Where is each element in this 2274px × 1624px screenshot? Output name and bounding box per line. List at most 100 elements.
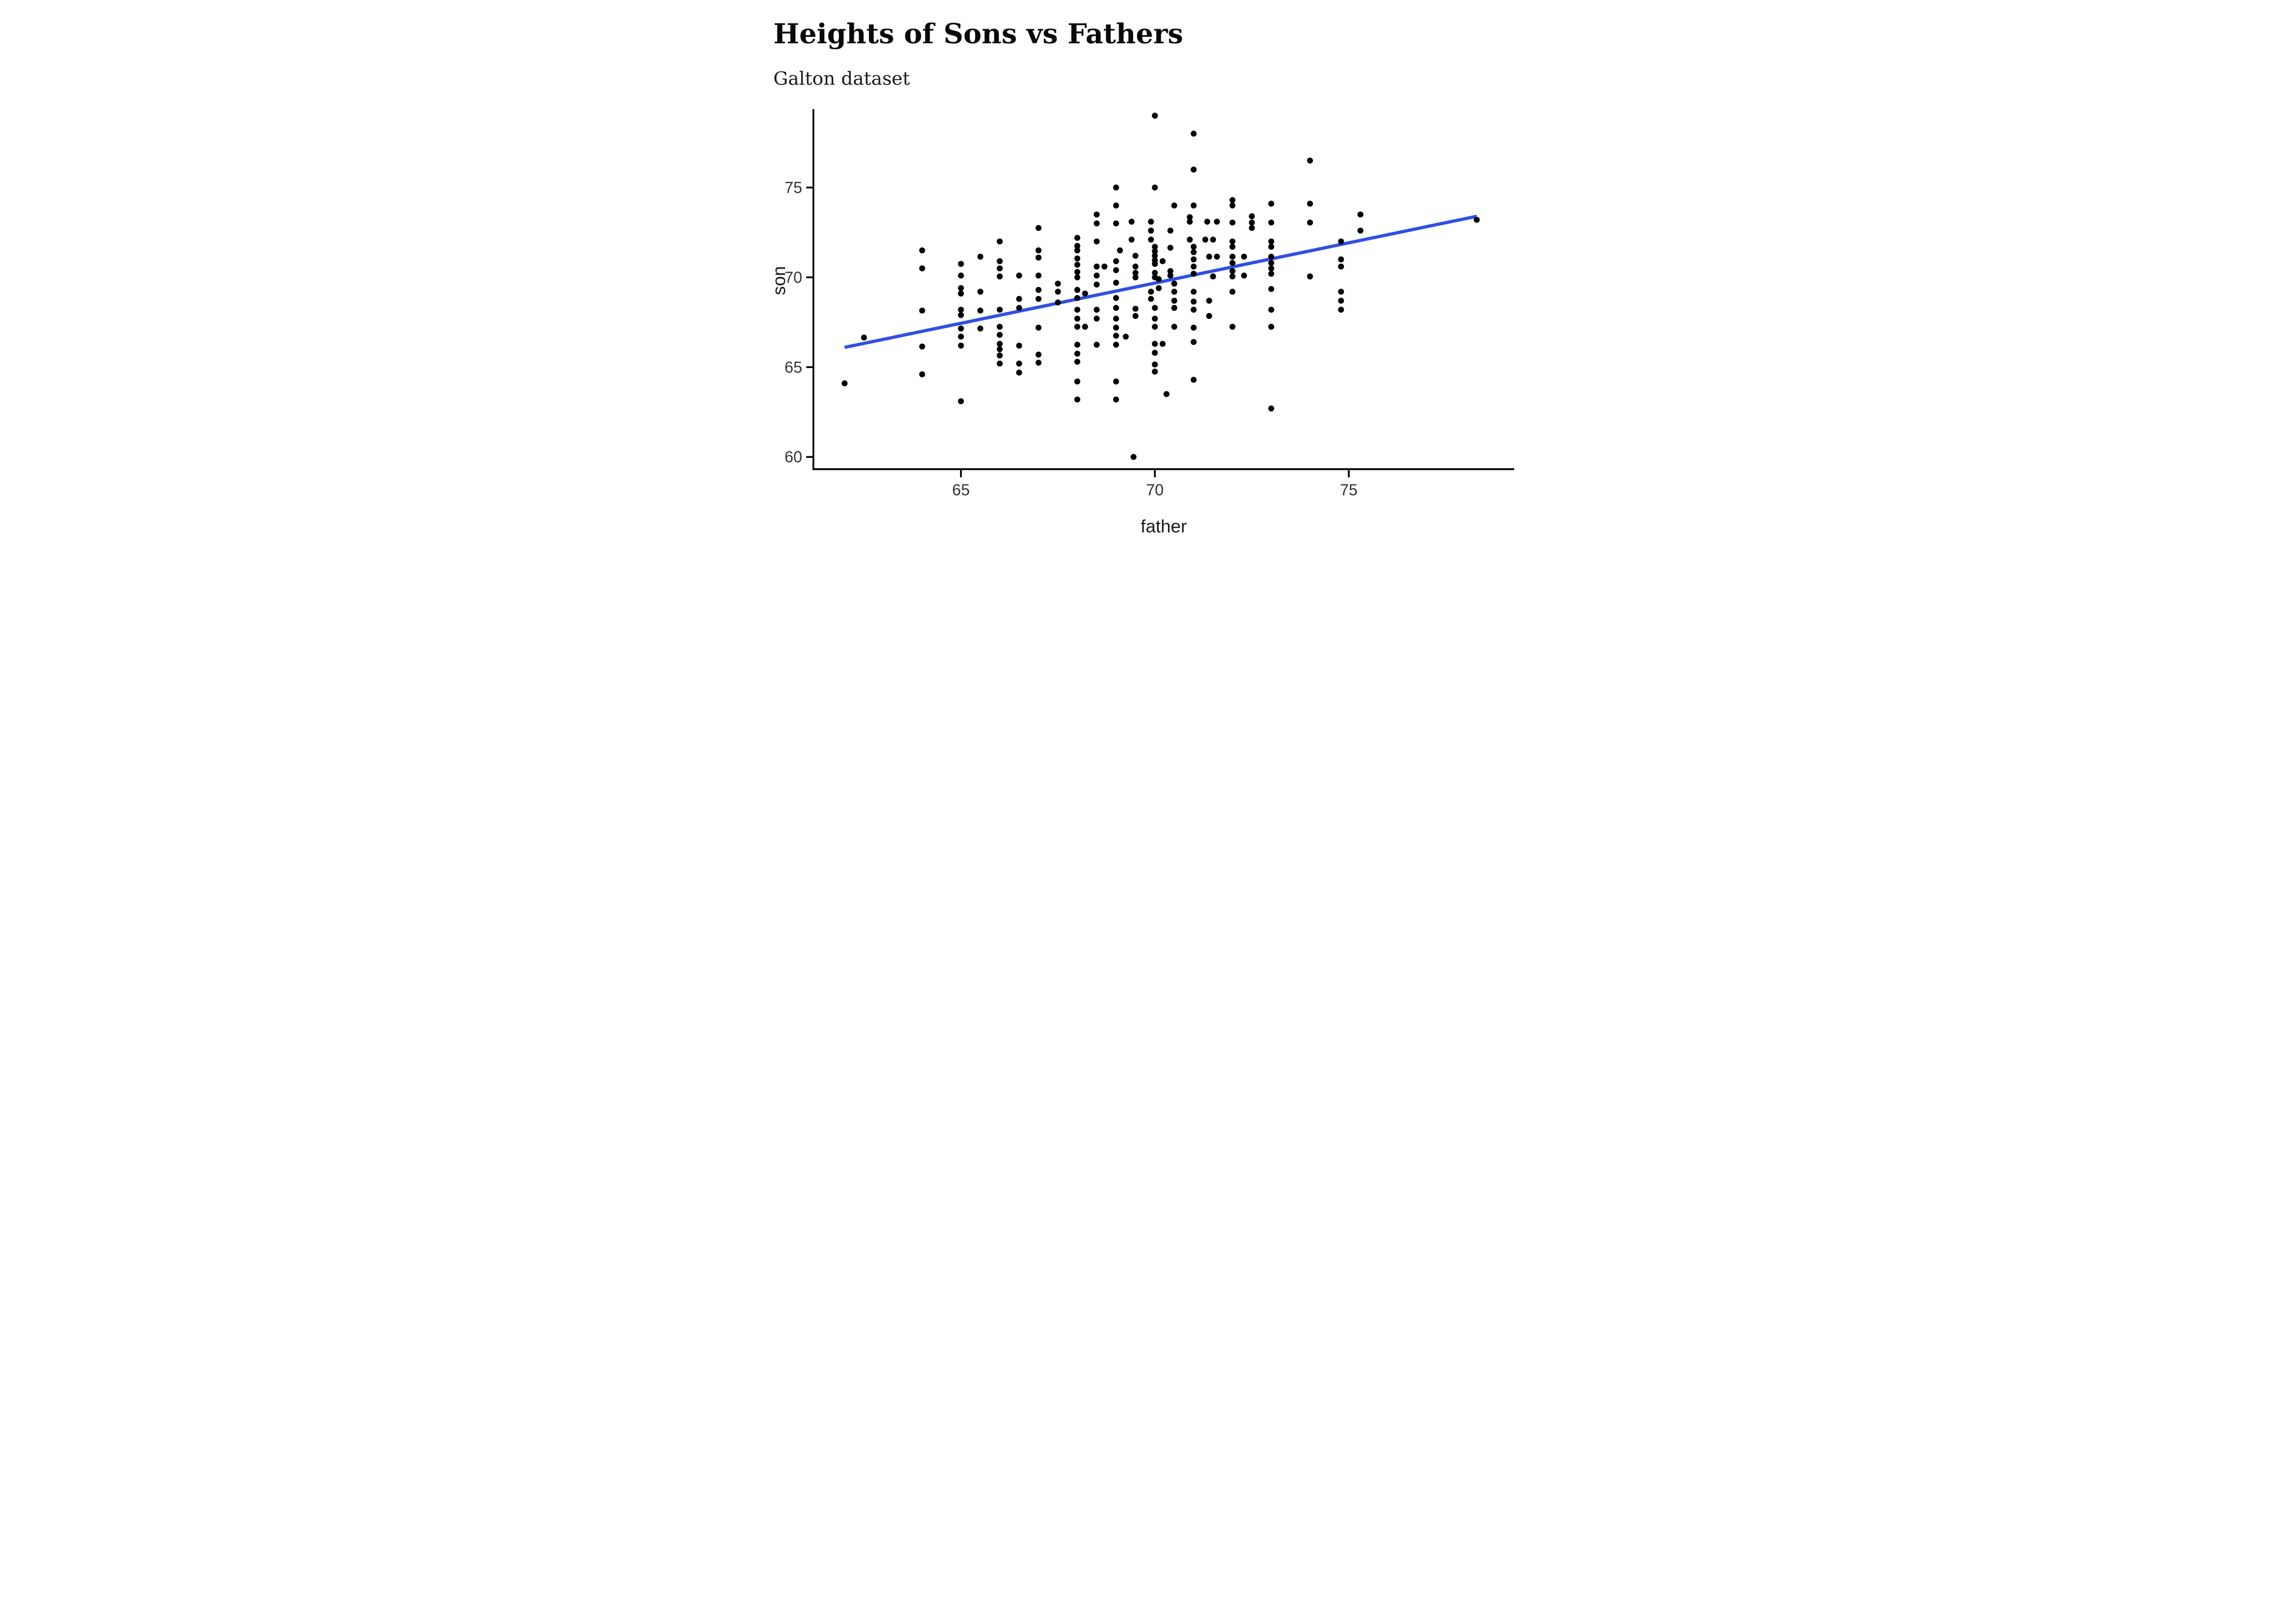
data-point [1307, 219, 1314, 226]
data-point [1113, 202, 1119, 209]
data-point [977, 289, 984, 295]
data-point [1113, 279, 1119, 286]
data-point [1191, 324, 1197, 331]
data-point [1055, 280, 1061, 287]
regression-line [844, 214, 1478, 349]
data-point [1191, 244, 1197, 250]
data-point [1249, 213, 1255, 220]
data-point [958, 398, 964, 404]
data-point [1268, 271, 1275, 277]
data-point [1171, 289, 1178, 295]
data-point [1206, 253, 1212, 260]
data-point [1094, 306, 1100, 313]
data-point [1307, 273, 1314, 280]
data-point [1191, 306, 1197, 313]
data-point [1241, 272, 1247, 279]
data-point [977, 325, 984, 332]
data-point [1338, 238, 1344, 245]
data-point [1113, 396, 1119, 403]
data-point [1148, 296, 1154, 302]
data-point [1035, 287, 1042, 293]
data-point [1155, 285, 1162, 291]
data-point [1113, 324, 1119, 331]
data-point [1016, 369, 1022, 376]
data-point [1016, 305, 1022, 311]
data-point [1229, 260, 1236, 266]
data-point [1249, 219, 1255, 226]
data-point [958, 312, 964, 318]
data-point [996, 258, 1003, 264]
data-point [1268, 238, 1275, 245]
data-point [1159, 340, 1166, 347]
data-point [1131, 454, 1137, 460]
data-point [919, 265, 925, 272]
data-point [996, 340, 1003, 347]
data-point [1249, 225, 1255, 231]
data-point [1152, 305, 1158, 311]
data-point [1074, 269, 1081, 275]
data-point [1113, 332, 1119, 339]
data-point [1148, 218, 1154, 225]
data-point [1268, 260, 1275, 266]
x-tick-label: 75 [1340, 481, 1358, 499]
data-point [861, 334, 867, 340]
data-point [1132, 270, 1139, 276]
data-point [1191, 249, 1197, 256]
data-point [1268, 200, 1275, 207]
data-point [1074, 306, 1081, 313]
data-point [1113, 316, 1119, 322]
data-point [1191, 166, 1197, 173]
data-point [1268, 324, 1275, 330]
data-point [977, 307, 984, 314]
data-point [958, 333, 964, 340]
data-point [1338, 256, 1344, 263]
data-point [1171, 305, 1178, 311]
y-tick-label: 65 [785, 358, 802, 376]
data-point [1171, 280, 1178, 287]
data-point [1094, 272, 1100, 279]
data-point [1171, 324, 1178, 330]
data-point [1191, 256, 1197, 263]
data-point [1357, 227, 1364, 234]
data-point [1035, 254, 1042, 261]
data-point [996, 352, 1003, 359]
data-point [1132, 253, 1139, 259]
data-point [1171, 297, 1178, 304]
trend-line-layer [844, 214, 1478, 349]
data-point [1268, 265, 1275, 272]
data-point [996, 306, 1003, 313]
data-point [1074, 378, 1081, 385]
data-point [919, 307, 925, 314]
page-title: Heights of Sons vs Fathers [773, 17, 1183, 50]
data-point [1132, 274, 1139, 280]
y-axis-ticks: 60 65 70 75 [785, 179, 814, 466]
data-point [1094, 281, 1100, 288]
x-tick-label: 65 [952, 481, 970, 499]
data-point [1159, 258, 1166, 264]
data-point [1152, 248, 1158, 254]
data-point [958, 306, 964, 313]
data-point [958, 272, 964, 279]
data-point [996, 346, 1003, 352]
data-point [1074, 316, 1081, 322]
data-point [1191, 130, 1197, 137]
data-point [1167, 272, 1174, 279]
y-tick-label: 60 [785, 448, 802, 466]
data-point [1094, 211, 1100, 218]
y-tick-label: 75 [785, 179, 802, 197]
data-point [1035, 359, 1042, 366]
data-point [1152, 270, 1158, 276]
data-point [919, 247, 925, 254]
data-point [1229, 238, 1236, 245]
data-point [996, 238, 1003, 245]
y-tick-label: 70 [785, 269, 802, 286]
data-point [1191, 263, 1197, 270]
x-axis-ticks: 65 70 75 [952, 470, 1358, 499]
data-point [1191, 298, 1197, 305]
data-point [1214, 253, 1220, 260]
data-point [1094, 220, 1100, 227]
data-point [1152, 244, 1158, 250]
data-point [1074, 324, 1081, 330]
data-point [1152, 350, 1158, 356]
data-point [1268, 286, 1275, 292]
